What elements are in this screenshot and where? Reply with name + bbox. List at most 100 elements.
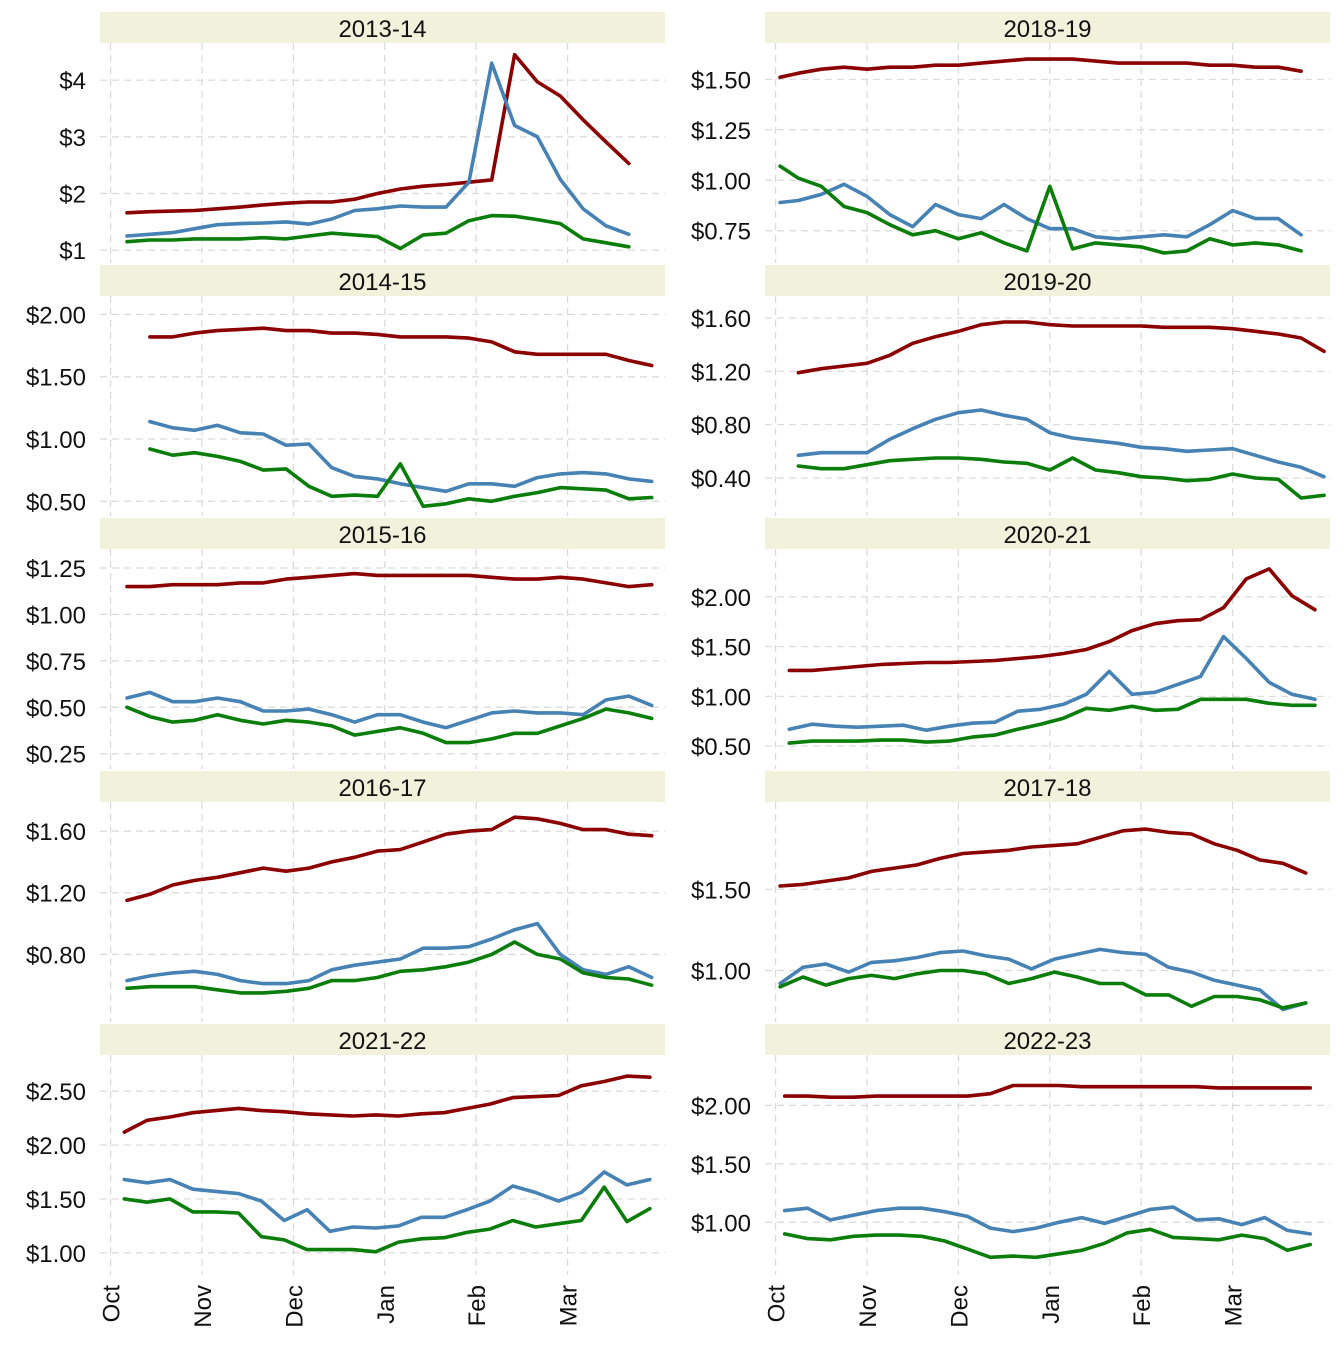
y-tick-label: $1.50 (691, 67, 751, 94)
series-line-0 (125, 571, 654, 589)
y-tick-label: $4 (59, 68, 86, 95)
y-tick-label: $2.00 (26, 302, 86, 329)
y-tick-label: $1.20 (26, 881, 86, 908)
x-tick-label: Nov (190, 1285, 217, 1328)
y-tick-label: $1.00 (26, 427, 86, 454)
facet-title: 2022-23 (1003, 1028, 1091, 1055)
y-tick-label: $1.25 (26, 556, 86, 583)
y-tick-label: $1.50 (691, 635, 751, 662)
facet-strip (100, 265, 665, 296)
y-tick-label: $0.50 (26, 489, 86, 516)
y-tick-label: $2.00 (691, 585, 751, 612)
facet-title: 2014-15 (338, 269, 426, 296)
series-line-1 (125, 921, 654, 986)
y-tick-label: $1.00 (691, 959, 751, 986)
series-line-0 (782, 1083, 1313, 1099)
facet-strip (765, 518, 1330, 549)
facet-strip (100, 1024, 665, 1055)
series-line-1 (125, 61, 631, 238)
x-tick-label: Dec (946, 1285, 973, 1328)
series-line-0 (787, 567, 1317, 673)
y-tick-label: $1.25 (691, 118, 751, 145)
series-line-0 (796, 320, 1326, 375)
facet-strip (100, 771, 665, 802)
facet-title: 2017-18 (1003, 775, 1091, 802)
facet-title: 2019-20 (1003, 269, 1091, 296)
y-tick-label: $0.25 (26, 742, 86, 769)
facet-strip (100, 12, 665, 43)
series-line-1 (796, 408, 1326, 479)
x-tick-label: Jan (373, 1285, 400, 1324)
series-line-1 (125, 690, 654, 730)
y-tick-label: $1.00 (26, 1241, 86, 1268)
facet-title: 2016-17 (338, 775, 426, 802)
series-line-2 (778, 164, 1303, 255)
series-line-2 (148, 447, 654, 509)
facet-title: 2020-21 (1003, 522, 1091, 549)
facet-title: 2013-14 (338, 16, 426, 43)
y-tick-label: $1.50 (26, 365, 86, 392)
facet-strip (765, 1024, 1330, 1055)
series-line-2 (796, 456, 1326, 500)
y-tick-label: $1.60 (691, 306, 751, 333)
x-tick-label: Oct (99, 1285, 126, 1323)
facet-title: 2021-22 (338, 1028, 426, 1055)
x-tick-label: Mar (556, 1285, 583, 1326)
facet-title: 2015-16 (338, 522, 426, 549)
y-tick-label: $1.50 (691, 877, 751, 904)
x-tick-label: Oct (764, 1285, 791, 1323)
y-tick-label: $0.75 (26, 649, 86, 676)
series-line-2 (787, 697, 1317, 745)
y-tick-label: $1.50 (26, 1187, 86, 1214)
y-tick-label: $1.20 (691, 359, 751, 386)
y-tick-label: $0.50 (26, 695, 86, 722)
y-tick-label: $1.00 (691, 1210, 751, 1237)
y-tick-label: $1.60 (26, 819, 86, 846)
series-line-2 (122, 1185, 652, 1254)
y-tick-label: $0.75 (691, 219, 751, 246)
series-line-2 (125, 213, 631, 251)
series-line-2 (778, 968, 1308, 1010)
series-line-2 (782, 1227, 1313, 1260)
facet-strip (765, 265, 1330, 296)
facet-strip (765, 771, 1330, 802)
series-line-2 (125, 705, 654, 745)
y-tick-label: $0.40 (691, 466, 751, 493)
series-line-0 (778, 827, 1308, 888)
y-tick-label: $1.50 (691, 1152, 751, 1179)
series-line-1 (778, 947, 1308, 1012)
x-tick-label: Feb (464, 1285, 491, 1326)
facet-title: 2018-19 (1003, 16, 1091, 43)
y-tick-label: $1.00 (691, 684, 751, 711)
series-line-1 (782, 1205, 1313, 1236)
y-tick-label: $2 (59, 182, 86, 209)
y-tick-label: $3 (59, 125, 86, 152)
series-line-1 (148, 419, 654, 494)
y-tick-label: $2.00 (691, 1093, 751, 1120)
series-line-2 (125, 940, 654, 995)
series-line-0 (122, 1074, 652, 1134)
y-tick-label: $0.80 (26, 942, 86, 969)
x-tick-label: Dec (281, 1285, 308, 1328)
y-tick-label: $1 (59, 238, 86, 265)
y-tick-label: $2.50 (26, 1079, 86, 1106)
facet-strip (100, 518, 665, 549)
series-line-1 (787, 634, 1317, 733)
series-line-0 (125, 815, 654, 903)
x-tick-label: Jan (1038, 1285, 1065, 1324)
y-tick-label: $0.50 (691, 734, 751, 761)
y-tick-label: $2.00 (26, 1133, 86, 1160)
y-tick-label: $1.00 (691, 168, 751, 195)
y-tick-label: $1.00 (26, 602, 86, 629)
x-tick-label: Mar (1221, 1285, 1248, 1326)
y-tick-label: $0.80 (691, 413, 751, 440)
series-line-1 (122, 1170, 652, 1234)
x-tick-label: Feb (1129, 1285, 1156, 1326)
facet-strip (765, 12, 1330, 43)
x-tick-label: Nov (855, 1285, 882, 1328)
series-line-0 (148, 326, 654, 368)
series-line-0 (778, 57, 1303, 80)
series-line-0 (125, 52, 631, 215)
